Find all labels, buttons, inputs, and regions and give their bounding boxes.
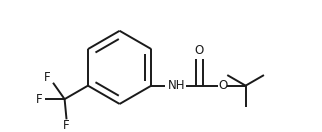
Text: O: O [218,79,227,92]
Text: F: F [63,119,70,132]
Text: NH: NH [167,79,185,92]
Text: F: F [44,71,51,84]
Text: F: F [36,93,43,106]
Text: O: O [195,44,204,56]
